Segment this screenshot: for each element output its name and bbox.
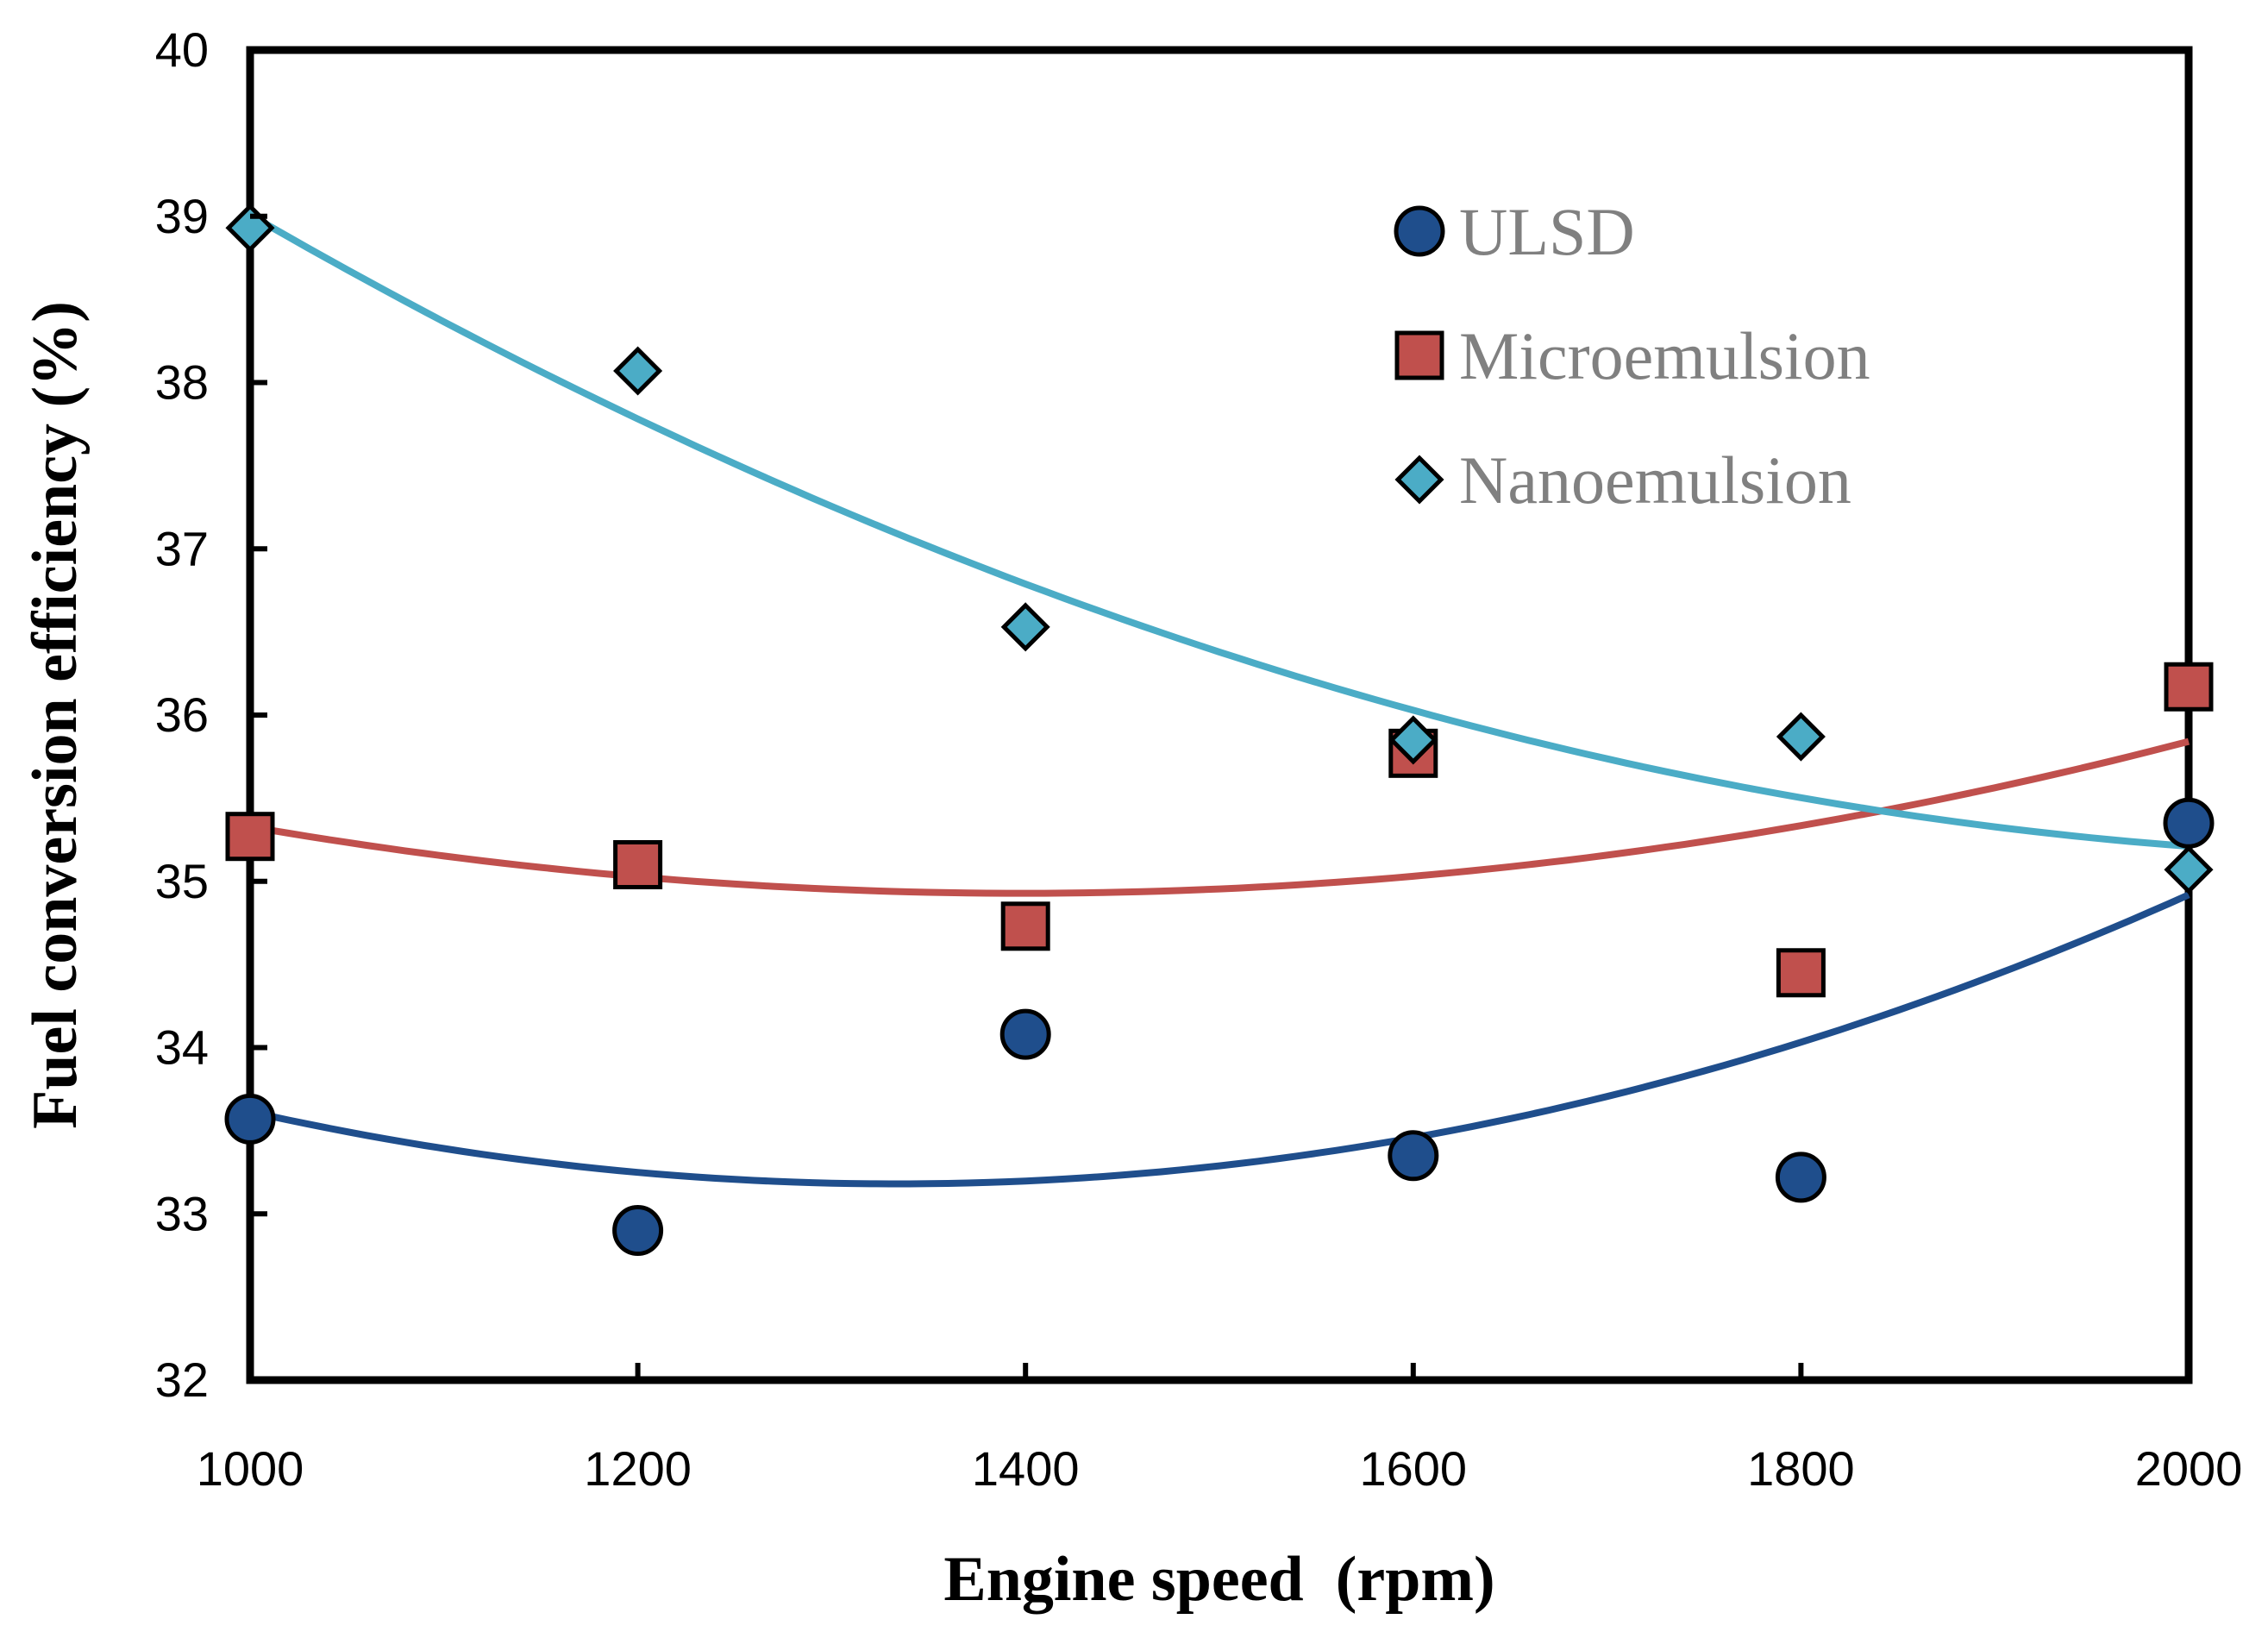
point-nanoemulsion [2164, 844, 2214, 894]
point-nanoemulsion [1388, 715, 1438, 765]
y-tick-label: 39 [155, 189, 209, 243]
point-ulsd [999, 1008, 1051, 1060]
trendline-microemulsion [249, 737, 2190, 897]
legend-label: ULSD [1459, 194, 1635, 269]
point-nanoemulsion [1000, 602, 1050, 652]
axis-ticks: 32 33 34 35 36 37 38 39 40 1000 1200 1400 1600 1800 20… [155, 22, 2243, 1496]
y-tick-label: 32 [155, 1352, 209, 1407]
trendline-ulsd [249, 891, 2190, 1188]
point-ulsd [2163, 797, 2215, 849]
point-microemulsion [1776, 948, 1826, 998]
point-ulsd [1775, 1152, 1826, 1203]
x-axis-title: Engine speed (rpm) [943, 1544, 1494, 1615]
x-tick-label: 1200 [584, 1441, 692, 1496]
point-ulsd [1388, 1130, 1439, 1182]
point-ulsd [224, 1093, 276, 1145]
y-tick-label: 36 [155, 687, 209, 742]
point-nanoemulsion [613, 346, 663, 396]
y-tick-label: 34 [155, 1020, 209, 1075]
legend: ULSD Microemulsion Nanoemulsion [1394, 194, 1870, 518]
legend-label: Microemulsion [1459, 318, 1870, 393]
y-axis-title: Fuel conversion efficiency (%) [20, 301, 91, 1129]
y-tick-label: 37 [155, 521, 209, 575]
plot-area [246, 46, 2193, 1384]
x-tick-label: 1000 [197, 1441, 304, 1496]
point-nanoemulsion [1776, 712, 1826, 762]
x-tick-label: 1600 [1360, 1441, 1468, 1496]
y-tick-label: 40 [155, 22, 209, 77]
x-tick-label: 1800 [1747, 1441, 1855, 1496]
legend-label: Nanoemulsion [1459, 442, 1851, 518]
point-microemulsion [2164, 662, 2214, 712]
point-microemulsion [613, 839, 663, 889]
y-tick-label: 35 [155, 854, 209, 908]
point-microemulsion [1000, 901, 1050, 951]
trendlines [248, 211, 2190, 1188]
y-tick-label: 33 [155, 1186, 209, 1240]
legend-marker-microemulsion [1394, 330, 1444, 380]
data-points [224, 203, 2215, 1257]
x-tick-label: 2000 [2135, 1441, 2243, 1496]
y-tick-label: 38 [155, 355, 209, 410]
legend-marker-ulsd [1394, 205, 1445, 257]
point-ulsd [612, 1205, 664, 1257]
trendline-nanoemulsion [248, 211, 2190, 850]
legend-marker-nanoemulsion [1394, 455, 1444, 505]
x-tick-label: 1400 [972, 1441, 1080, 1496]
point-microemulsion [225, 812, 275, 862]
